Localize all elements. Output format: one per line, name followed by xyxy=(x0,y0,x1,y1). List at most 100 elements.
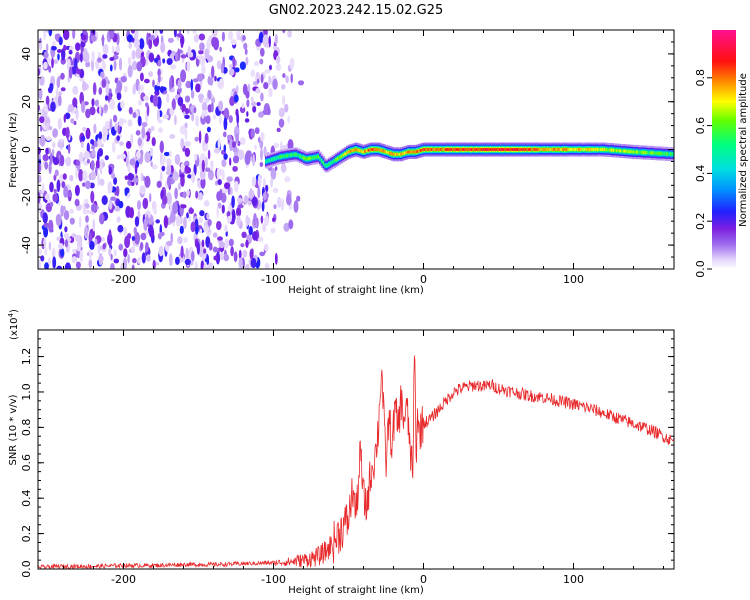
spectrogram-noise-layer xyxy=(38,30,305,269)
spectrogram-noise-cell xyxy=(100,71,105,79)
spectrogram-noise-cell xyxy=(135,47,141,60)
spectrogram-track-cell xyxy=(529,148,533,151)
spectrogram-track-cell xyxy=(464,148,468,151)
spectrogram-noise-cell xyxy=(228,238,234,247)
spectrogram-noise-cell xyxy=(165,192,173,205)
spectrogram-noise-cell xyxy=(174,114,177,126)
spectrogram-noise-cell xyxy=(226,134,232,141)
spectrogram-track-cell xyxy=(581,148,585,151)
spectrogram-noise-cell xyxy=(130,173,135,181)
spectrogram-track-cell xyxy=(301,155,304,159)
spectrogram-track-cell xyxy=(511,148,515,151)
spectrogram-noise-cell xyxy=(248,226,253,236)
spectrogram-noise-cell xyxy=(139,185,146,195)
spectrogram-noise-cell xyxy=(259,162,264,167)
spectrogram-noise-cell xyxy=(128,207,135,219)
spectrogram-noise-cell xyxy=(134,216,140,227)
spectrogram-noise-cell xyxy=(85,108,91,119)
spectrogram-noise-cell xyxy=(84,180,91,190)
spectrogram-noise-cell xyxy=(273,204,277,210)
x-tick-label: 100 xyxy=(563,573,584,586)
spectrogram-noise-cell xyxy=(45,136,52,141)
spectrogram-noise-cell xyxy=(78,216,82,229)
spectrogram-track-cell xyxy=(360,149,363,153)
spectrogram-noise-cell xyxy=(130,246,136,254)
spectrogram-noise-cell xyxy=(72,30,76,40)
spectrogram-track-cell xyxy=(290,153,293,157)
spectrogram-noise-cell xyxy=(120,76,128,83)
spectrogram-noise-cell xyxy=(174,154,181,165)
spectrogram-track-cell xyxy=(493,148,497,151)
spectrogram-track-cell xyxy=(313,156,317,159)
spectrogram-noise-cell xyxy=(150,161,153,167)
spectrogram-track-cell xyxy=(419,149,423,152)
spectrogram-noise-cell xyxy=(180,34,185,46)
spectrogram-track-cell xyxy=(653,151,657,155)
spectrogram-noise-cell xyxy=(132,258,137,264)
spectrogram-noise-cell xyxy=(159,86,165,93)
spectrogram-track-cell xyxy=(558,148,561,151)
snr-y-label: SNR (10 * v/v) xyxy=(8,394,19,465)
snr-scale-suffix: ) xyxy=(9,309,20,313)
spectrogram-noise-cell xyxy=(274,33,278,46)
spectrogram-noise-cell xyxy=(217,80,222,89)
spectrogram-track-cell xyxy=(562,148,565,151)
spectrogram-track-cell xyxy=(623,149,626,153)
spectrogram-noise-cell xyxy=(102,44,109,55)
spectrogram-noise-cell xyxy=(38,162,41,174)
spectrogram-noise-cell xyxy=(180,215,183,225)
spectrogram-noise-cell xyxy=(128,41,133,49)
spectrogram-noise-cell xyxy=(287,30,292,38)
spectrogram-noise-cell xyxy=(132,60,138,71)
spectrogram-noise-cell xyxy=(232,155,240,164)
spectrogram-noise-cell xyxy=(132,177,139,183)
spectrogram-noise-cell xyxy=(245,263,250,269)
spectrogram-track-cell xyxy=(639,150,642,154)
spectrogram-noise-cell xyxy=(252,105,257,113)
colorbar-ticks: 0.0 0.2 0.4 0.6 0.8 xyxy=(694,69,712,278)
spectrogram-noise-cell xyxy=(217,179,222,186)
spectrogram-track-cell xyxy=(446,148,450,151)
spectrogram-noise-cell xyxy=(98,87,103,95)
y-tick-label: 0.0 xyxy=(20,560,33,578)
spectrogram-noise-cell xyxy=(38,248,42,256)
spectrogram-noise-cell xyxy=(229,138,234,152)
spectrogram-noise-cell xyxy=(180,54,187,59)
spectrogram-track-cell xyxy=(578,148,581,151)
spectrogram-track-cell xyxy=(502,148,506,151)
spectrogram-noise-cell xyxy=(223,131,227,138)
spectrogram-track-cell xyxy=(365,149,369,153)
spectrogram-noise-cell xyxy=(124,235,131,249)
spectrogram-noise-cell xyxy=(89,240,95,250)
spectrogram-noise-cell xyxy=(232,165,238,172)
x-tick-label: 0 xyxy=(420,273,427,286)
spectrogram-noise-cell xyxy=(183,111,186,116)
spectrogram-noise-cell xyxy=(283,222,290,232)
spectrogram-noise-cell xyxy=(83,150,90,160)
spectrogram-track-cell xyxy=(337,157,340,160)
spectrogram-noise-cell xyxy=(98,252,103,266)
spectrogram-noise-cell xyxy=(148,71,154,77)
spectrogram-noise-cell xyxy=(61,48,66,61)
spectrogram-noise-cell xyxy=(157,59,162,67)
spectrogram-noise-cell xyxy=(262,223,267,232)
spectrogram-track-cell xyxy=(585,148,588,151)
spectrogram-noise-cell xyxy=(143,95,150,101)
spectrogram-noise-cell xyxy=(261,201,265,212)
spectrogram-noise-cell xyxy=(191,171,196,184)
spectrogram-track-cell xyxy=(342,153,345,157)
spectrogram-noise-cell xyxy=(204,97,210,104)
spectrogram-track-cell xyxy=(491,148,495,151)
spectrogram-noise-cell xyxy=(250,96,254,103)
spectrogram-noise-cell xyxy=(46,43,49,53)
spectrogram-noise-cell xyxy=(218,241,225,249)
spectrogram-track-cell xyxy=(515,148,518,151)
spectrogram-noise-cell xyxy=(199,42,205,51)
spectrogram-track-cell xyxy=(331,160,335,164)
spectrogram-noise-cell xyxy=(287,115,290,124)
spectrogram-noise-cell xyxy=(221,159,227,168)
spectrogram-noise-cell xyxy=(53,174,57,181)
spectrogram-noise-cell xyxy=(48,30,53,37)
spectrogram-noise-cell xyxy=(188,51,194,58)
spectrogram-noise-cell xyxy=(59,154,65,167)
